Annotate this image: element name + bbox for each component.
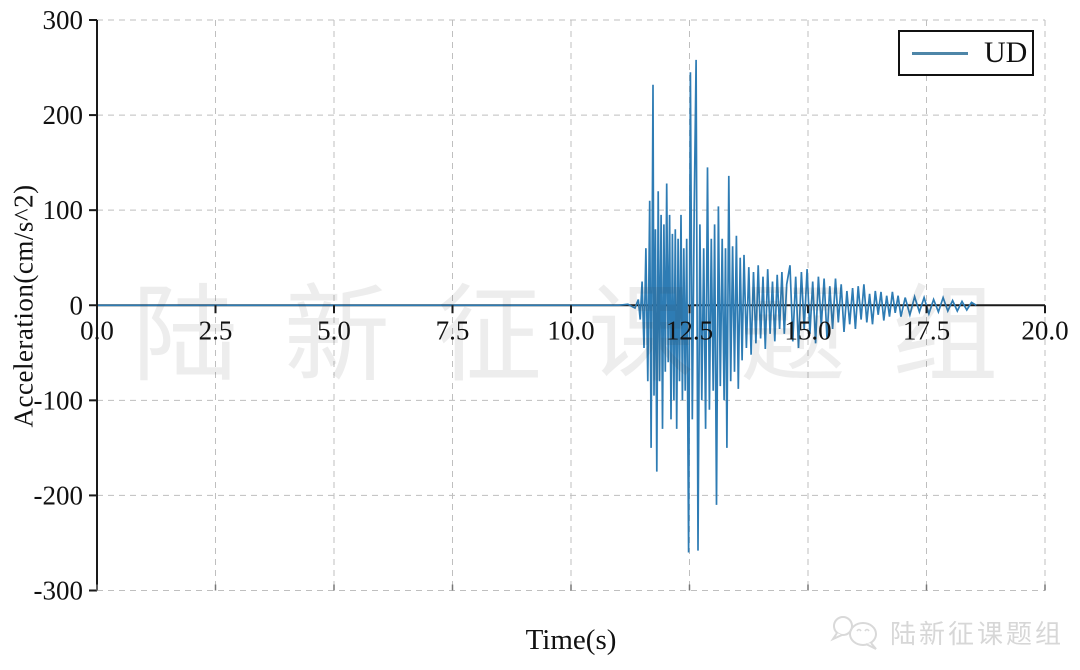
x-tick-label: 17.5	[903, 315, 950, 345]
x-tick-label: 2.5	[199, 315, 233, 345]
x-tick-label: 10.0	[547, 315, 594, 345]
y-tick-label: 300	[43, 5, 84, 35]
x-tick-label: 12.5	[666, 315, 713, 345]
y-tick-label: 200	[43, 100, 84, 130]
y-tick-label: -100	[34, 385, 84, 415]
wechat-bubbles-icon	[830, 616, 877, 650]
y-tick-label: 100	[43, 195, 84, 225]
legend-label: UD	[984, 36, 1028, 69]
x-tick-label: 0.0	[80, 315, 114, 345]
x-axis-title: Time(s)	[525, 624, 617, 656]
waveform-line-ud	[97, 59, 977, 553]
y-tick-label: 0	[70, 290, 84, 320]
x-tick-label: 7.5	[436, 315, 470, 345]
watermark-badge-text: 陆新征课题组	[889, 618, 1064, 649]
x-tick-label: 5.0	[317, 315, 351, 345]
legend-line-swatch	[912, 51, 968, 55]
y-tick-label: -300	[34, 576, 84, 606]
watermark-badge: 陆新征课题组	[830, 612, 1064, 652]
x-tick-label: 20.0	[1021, 315, 1068, 345]
y-tick-label: -200	[34, 480, 84, 510]
x-tick-label: 15.0	[784, 315, 831, 345]
y-axis-title: Acceleration(cm/s^2)	[8, 184, 39, 428]
legend-box: UD	[898, 30, 1034, 76]
